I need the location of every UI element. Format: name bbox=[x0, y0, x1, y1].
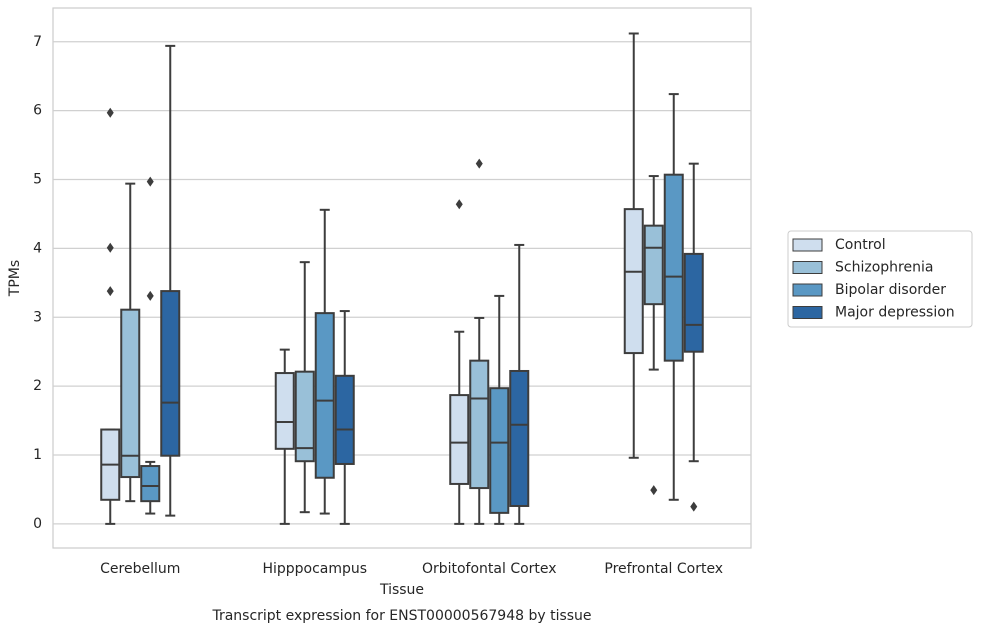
box bbox=[294, 370, 315, 463]
outlier bbox=[475, 158, 483, 169]
outlier bbox=[106, 286, 114, 297]
y-axis-label: TPMs bbox=[7, 260, 23, 297]
x-tick-label: Orbitofontal Cortex bbox=[422, 561, 557, 577]
box bbox=[469, 359, 490, 490]
legend bbox=[787, 230, 973, 328]
legend-label: Schizophrenia bbox=[835, 260, 933, 276]
y-tick-label: 5 bbox=[33, 172, 42, 188]
y-tick-label: 1 bbox=[33, 447, 42, 463]
x-tick-label: Hipppocampus bbox=[262, 561, 367, 577]
box bbox=[314, 312, 335, 479]
box bbox=[334, 374, 355, 465]
box bbox=[643, 224, 664, 306]
outlier bbox=[455, 199, 463, 210]
y-tick-label: 3 bbox=[33, 309, 42, 325]
outlier bbox=[650, 485, 658, 496]
y-tick-label: 4 bbox=[33, 240, 42, 256]
x-axis-label: Tissue bbox=[379, 582, 424, 598]
outlier bbox=[690, 501, 698, 512]
box bbox=[274, 372, 295, 450]
x-tick-label: Cerebellum bbox=[100, 561, 180, 577]
legend-swatch bbox=[792, 306, 823, 319]
legend-label: Bipolar disorder bbox=[835, 282, 946, 298]
x-tick-label: Prefrontal Cortex bbox=[604, 561, 723, 577]
box bbox=[160, 290, 181, 457]
legend-label: Control bbox=[835, 237, 886, 253]
box bbox=[509, 369, 530, 507]
box bbox=[683, 252, 704, 353]
outlier bbox=[146, 176, 154, 187]
y-tick-label: 0 bbox=[33, 516, 42, 532]
legend-swatch bbox=[792, 238, 823, 252]
y-tick-label: 2 bbox=[33, 378, 42, 394]
outlier bbox=[146, 290, 154, 301]
legend-label: Major depression bbox=[835, 305, 955, 321]
legend-swatch bbox=[792, 283, 823, 297]
chart-title: Transcript expression for ENST0000056794… bbox=[211, 608, 591, 624]
outlier bbox=[106, 242, 114, 253]
outlier bbox=[106, 107, 114, 118]
box bbox=[140, 465, 161, 503]
box bbox=[120, 308, 141, 479]
y-tick-label: 6 bbox=[33, 103, 42, 119]
box bbox=[623, 208, 644, 355]
legend-swatch bbox=[792, 261, 823, 274]
box bbox=[663, 173, 684, 362]
box bbox=[449, 394, 470, 485]
box bbox=[489, 387, 510, 514]
y-tick-label: 7 bbox=[33, 34, 42, 50]
